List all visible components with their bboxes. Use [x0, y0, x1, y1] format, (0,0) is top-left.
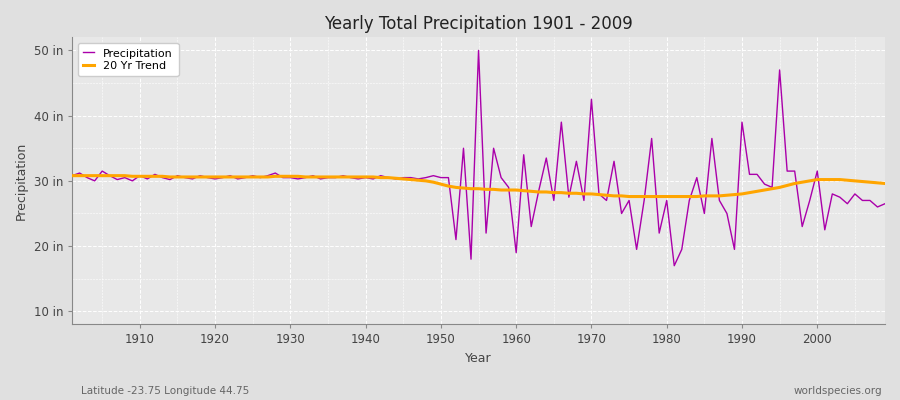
20 Yr Trend — [511, 188, 522, 192]
20 Yr Trend — [879, 181, 890, 186]
Precipitation — [127, 178, 138, 183]
Precipitation — [338, 173, 348, 178]
Precipitation — [511, 250, 522, 255]
Line: 20 Yr Trend: 20 Yr Trend — [72, 176, 885, 196]
X-axis label: Year: Year — [465, 352, 492, 365]
20 Yr Trend — [127, 174, 138, 179]
Precipitation — [669, 263, 680, 268]
20 Yr Trend — [624, 194, 634, 199]
20 Yr Trend — [292, 174, 303, 179]
Precipitation — [67, 173, 77, 178]
20 Yr Trend — [601, 193, 612, 198]
Precipitation — [879, 201, 890, 206]
Precipitation — [608, 159, 619, 164]
20 Yr Trend — [503, 188, 514, 192]
Precipitation — [518, 152, 529, 157]
Text: Latitude -23.75 Longitude 44.75: Latitude -23.75 Longitude 44.75 — [81, 386, 249, 396]
Y-axis label: Precipitation: Precipitation — [15, 142, 28, 220]
Precipitation — [473, 48, 484, 53]
Precipitation — [292, 176, 303, 181]
20 Yr Trend — [338, 174, 348, 179]
Title: Yearly Total Precipitation 1901 - 2009: Yearly Total Precipitation 1901 - 2009 — [324, 15, 633, 33]
Text: worldspecies.org: worldspecies.org — [794, 386, 882, 396]
Legend: Precipitation, 20 Yr Trend: Precipitation, 20 Yr Trend — [77, 43, 178, 76]
Line: Precipitation: Precipitation — [72, 50, 885, 266]
20 Yr Trend — [67, 173, 77, 178]
